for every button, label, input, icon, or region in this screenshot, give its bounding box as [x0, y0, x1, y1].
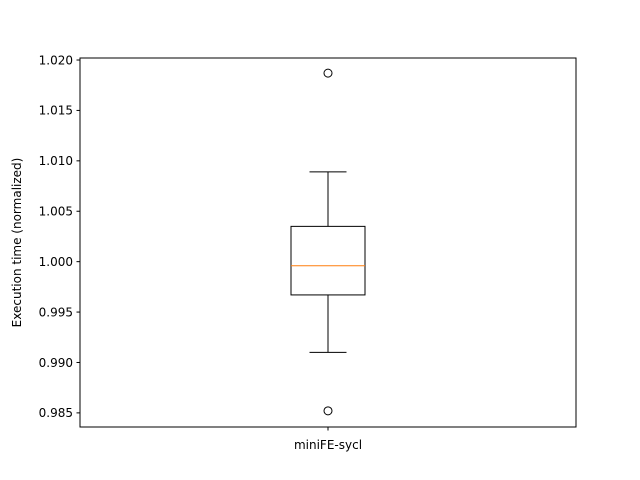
y-tick-label: 0.995 [39, 305, 73, 319]
y-tick-label: 1.010 [39, 154, 73, 168]
y-tick-label: 1.020 [39, 53, 73, 67]
x-tick-label: miniFE-sycl [294, 438, 362, 452]
outlier-point [323, 406, 333, 416]
y-tick-label: 1.005 [39, 205, 73, 219]
outlier-point [323, 68, 333, 78]
box-iqr [290, 225, 366, 296]
y-tick-label: 1.000 [39, 255, 73, 269]
y-axis-label: Execution time (normalized) [10, 158, 24, 328]
x-axis: miniFE-sycl [294, 427, 362, 452]
y-tick-label: 0.985 [39, 406, 73, 420]
y-axis: 0.985 0.990 0.995 1.000 1.005 1.010 1.015 1.020 [39, 53, 80, 420]
y-tick-label: 0.990 [39, 356, 73, 370]
y-tick-label: 1.015 [39, 104, 73, 118]
axes-frame [79, 57, 577, 428]
plot-area [290, 68, 366, 416]
